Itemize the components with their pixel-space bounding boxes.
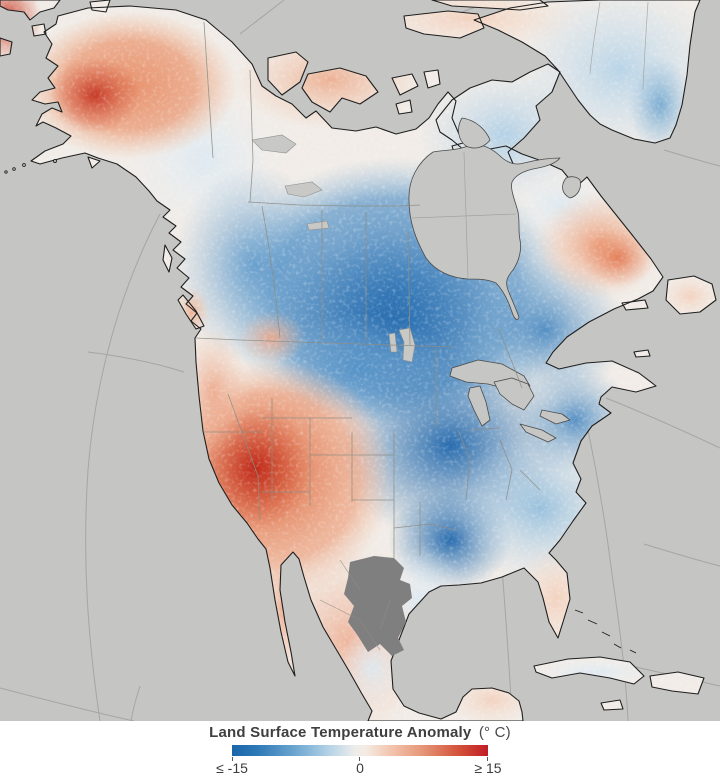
north-america-temperature-anomaly-map — [0, 0, 720, 721]
legend-title: Land Surface Temperature Anomaly (° C) — [0, 724, 720, 741]
tick-zero — [359, 757, 360, 761]
tick-label-max: ≥ 15 — [474, 760, 502, 776]
hudson-bay — [408, 144, 561, 320]
northern-lakes — [251, 134, 416, 363]
legend-unit-label: (° C) — [478, 724, 511, 741]
legend-title-text: Land Surface Temperature Anomaly — [209, 724, 472, 741]
colorbar — [232, 745, 488, 756]
legend: Land Surface Temperature Anomaly (° C) ≤… — [0, 721, 720, 777]
foxe-basin — [458, 117, 491, 149]
lake-erie — [519, 423, 557, 443]
ungava-bay — [562, 176, 581, 199]
tick-label-min: ≤ -15 — [216, 760, 248, 776]
tick-min — [232, 757, 233, 761]
tick-max — [487, 757, 488, 761]
great-slave-lake — [284, 181, 323, 198]
lake-michigan — [467, 385, 491, 427]
admin-borders — [195, 21, 541, 651]
map-area — [0, 0, 720, 721]
colorbar-tick-labels: ≤ -15 0 ≥ 15 — [216, 760, 501, 776]
tick-label-zero: 0 — [356, 760, 364, 776]
no-data-patch-texas — [344, 556, 412, 656]
lake-athabasca — [306, 220, 330, 231]
borders-over-water — [411, 1, 649, 279]
colorbar-ticks — [232, 756, 488, 761]
great-bear-lake — [251, 134, 297, 154]
lake-winnipegosis — [388, 332, 398, 353]
lake-ontario — [539, 409, 571, 425]
inland-water — [408, 117, 581, 443]
lake-huron — [493, 377, 535, 411]
small-islands — [4, 159, 637, 654]
